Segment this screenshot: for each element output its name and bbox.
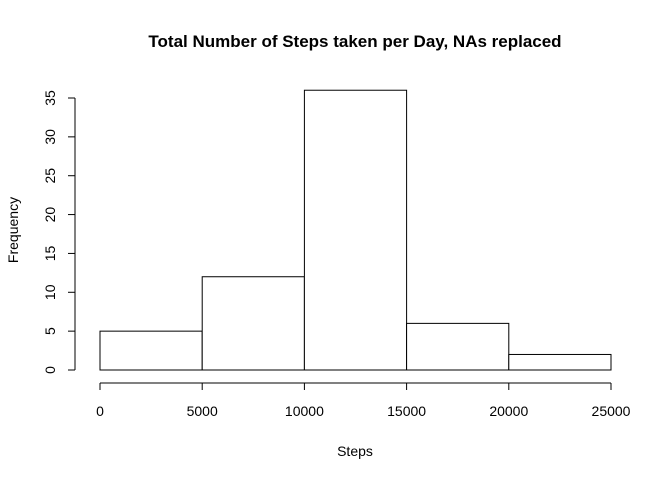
y-tick-label-7: 35 [42,90,58,106]
y-tick-label-5: 25 [42,168,58,184]
histogram-bar-3 [406,322,510,371]
histogram-bar-4 [508,353,612,371]
histogram-bar-0 [99,330,203,371]
y-tick-label-0: 0 [42,366,58,374]
histogram-bars [99,89,612,371]
chart-title: Total Number of Steps taken per Day, NAs… [148,32,561,51]
y-axis: 0 5 10 15 20 25 30 35 [42,90,76,374]
y-tick-label-4: 20 [42,207,58,223]
histogram-bar-2 [303,89,408,371]
y-tick-label-2: 10 [42,284,58,300]
y-tick-label-1: 5 [42,327,58,335]
x-axis-label: Steps [337,443,373,459]
histogram-bar-1 [201,276,305,371]
x-tick-label-3: 15000 [387,403,426,419]
x-tick-label-1: 5000 [187,403,218,419]
y-tick-label-3: 15 [42,245,58,261]
x-tick-label-4: 20000 [489,403,528,419]
x-tick-label-5: 25000 [592,403,631,419]
x-axis: 0 5000 10000 15000 20000 25000 [96,382,631,419]
x-tick-label-2: 10000 [285,403,324,419]
y-tick-label-6: 30 [42,129,58,145]
x-tick-label-0: 0 [96,403,104,419]
y-axis-label: Frequency [5,197,21,263]
